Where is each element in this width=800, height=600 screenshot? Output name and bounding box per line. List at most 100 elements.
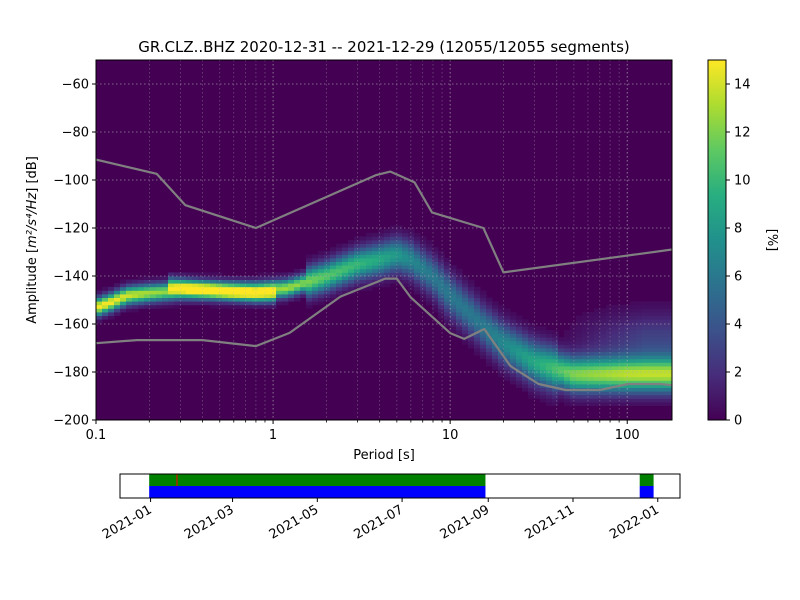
heatmap-cell [642, 380, 649, 385]
heatmap-cell [240, 279, 247, 284]
heatmap-cell [654, 330, 661, 334]
heatmap-cell [558, 351, 565, 356]
heatmap-cell [348, 279, 355, 284]
heatmap-cell [426, 290, 433, 295]
heatmap-cell [450, 265, 457, 270]
heatmap-cell [582, 358, 589, 363]
heatmap-cell [228, 301, 235, 306]
heatmap-cell [660, 315, 667, 320]
heatmap-cell [648, 340, 655, 345]
heatmap-cell [504, 322, 511, 327]
heatmap-cell [408, 268, 415, 273]
heatmap-cell [666, 373, 672, 378]
heatmap-cell [306, 258, 313, 262]
heatmap-cell [420, 258, 427, 262]
heatmap-cell [144, 297, 151, 302]
heatmap-cell [660, 301, 667, 306]
heatmap-cell [528, 394, 535, 399]
colorbar-label: [%] [764, 229, 779, 252]
heatmap-cell [528, 384, 535, 388]
heatmap-cell [534, 337, 541, 342]
heatmap-cell [402, 254, 409, 259]
heatmap-cell [300, 268, 307, 273]
heatmap-cell [468, 319, 475, 324]
heatmap-cell [642, 362, 649, 367]
heatmap-cell [624, 312, 631, 316]
heatmap-cell [384, 247, 391, 252]
heatmap-cell [180, 290, 187, 295]
heatmap-cell [552, 394, 559, 399]
heatmap-cell [102, 308, 109, 313]
heatmap-cell [588, 319, 595, 324]
heatmap-cell [504, 333, 511, 338]
heatmap-cell [96, 290, 103, 295]
heatmap-cell [348, 283, 355, 288]
heatmap-cell [234, 297, 241, 302]
heatmap-cell [234, 279, 241, 284]
heatmap-cell [180, 297, 187, 302]
heatmap-cell [546, 333, 553, 338]
heatmap-cell [588, 402, 595, 406]
heatmap-cell [414, 247, 421, 252]
heatmap-cell [564, 330, 571, 334]
heatmap-cell [150, 301, 157, 306]
heatmap-cell [390, 272, 397, 277]
heatmap-cell [132, 304, 139, 309]
heatmap-cell [576, 326, 583, 331]
heatmap-cell [234, 294, 241, 298]
heatmap-cell [306, 301, 313, 306]
noise-model-lines [96, 158, 672, 392]
heatmap-cell [588, 340, 595, 345]
heatmap-cell [618, 330, 625, 334]
heatmap-cell [552, 344, 559, 349]
heatmap-cell [270, 279, 277, 284]
heatmap-cell [654, 366, 661, 370]
heatmap-cell [648, 362, 655, 367]
heatmap-cell [276, 301, 283, 306]
heatmap-cell [306, 294, 313, 298]
heatmap-cell [324, 268, 331, 273]
heatmap-cell [132, 294, 139, 298]
heatmap-cell [534, 330, 541, 334]
heatmap-cell [570, 362, 577, 367]
heatmap-cell [390, 232, 397, 237]
x-tick-label: 10 [442, 428, 459, 443]
heatmap-cell [558, 362, 565, 367]
heatmap-cell [426, 258, 433, 262]
heatmap-cell [612, 387, 619, 392]
colorbar-tick-label: 0 [734, 414, 742, 429]
heatmap-cell [402, 261, 409, 266]
heatmap-cell [432, 294, 439, 298]
heatmap-cell [366, 250, 373, 255]
heatmap-cell [654, 362, 661, 367]
heatmap-cell [546, 351, 553, 356]
heatmap-cell [648, 398, 655, 403]
heatmap-cell [636, 376, 643, 381]
heatmap-cell [624, 384, 631, 388]
heatmap-cell [642, 344, 649, 349]
heatmap-cell [216, 294, 223, 298]
heatmap-cell [468, 340, 475, 345]
heatmap-cell [372, 236, 379, 241]
heatmap-cell [264, 279, 271, 284]
heatmap-cell [606, 319, 613, 324]
heatmap-cell [540, 362, 547, 367]
heatmap-cell [444, 322, 451, 327]
heatmap-cell [582, 340, 589, 345]
heatmap-cell [642, 358, 649, 363]
x-tick-label: 1 [269, 428, 277, 443]
heatmap-cell [306, 268, 313, 273]
heatmap-cell [468, 279, 475, 284]
heatmap-cell [570, 348, 577, 352]
heatmap-cell [396, 268, 403, 273]
heatmap-cell [468, 322, 475, 327]
heatmap-cell [438, 315, 445, 320]
heatmap-cell [594, 344, 601, 349]
heatmap-cell [402, 258, 409, 262]
heatmap-cell [600, 398, 607, 403]
heatmap-cell [318, 283, 325, 288]
heatmap-cell [564, 337, 571, 342]
x-tick-label: 0.1 [86, 428, 107, 443]
heatmap-cell [516, 326, 523, 331]
